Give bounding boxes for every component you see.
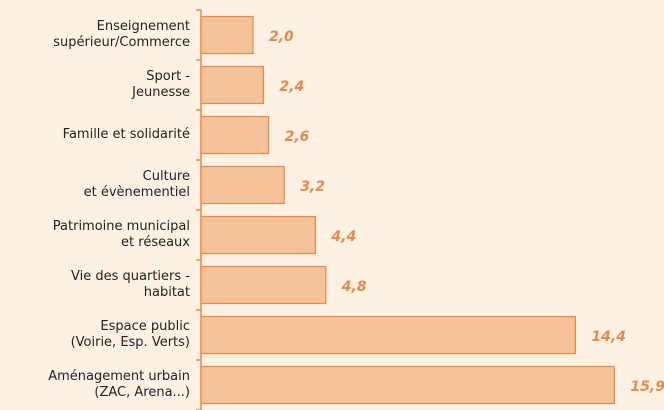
value-label: 2,0 — [269, 29, 294, 45]
category-label: Culture et évènementiel — [83, 169, 190, 200]
value-label: 3,2 — [300, 179, 325, 195]
bar — [200, 265, 327, 305]
bar — [200, 315, 576, 355]
bar — [200, 15, 254, 55]
bar — [200, 365, 615, 405]
value-label: 4,8 — [341, 279, 367, 295]
category-label: Aménagement urbain (ZAC, Arena...) — [48, 369, 190, 400]
value-label: 15,9 — [630, 379, 664, 395]
category-label: Famille et solidarité — [62, 127, 190, 142]
value-label: 4,4 — [331, 229, 357, 245]
bar — [200, 115, 270, 155]
bar — [200, 215, 317, 255]
category-label: Vie des quartiers - habitat — [71, 269, 190, 300]
value-label: 2,4 — [279, 79, 305, 95]
category-label: Patrimoine municipal et réseaux — [52, 219, 190, 250]
category-label: Enseignement supérieur/Commerce — [53, 19, 190, 50]
value-label: 2,6 — [284, 129, 310, 145]
value-label: 14,4 — [591, 329, 626, 345]
bar — [200, 165, 285, 205]
category-label: Sport - Jeunesse — [132, 69, 190, 100]
category-label: Espace public (Voirie, Esp. Verts) — [70, 319, 190, 350]
bar — [200, 65, 265, 105]
